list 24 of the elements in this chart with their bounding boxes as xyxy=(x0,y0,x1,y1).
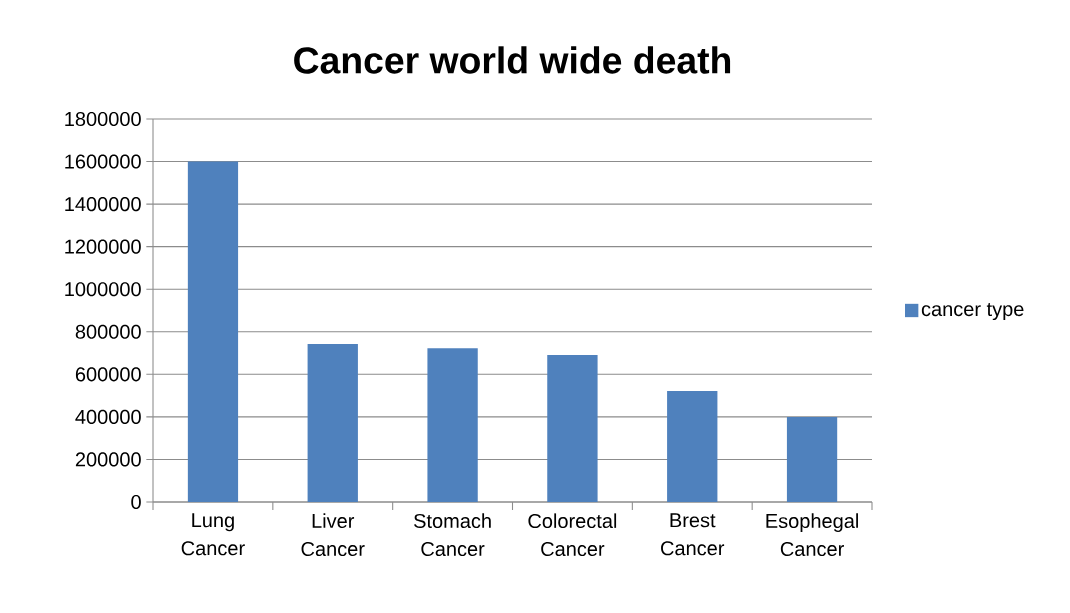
y-tick-label: 1800000 xyxy=(65,111,141,127)
bar xyxy=(427,348,478,502)
bar xyxy=(187,161,239,502)
chart-title: Cancer world wide death xyxy=(294,46,731,74)
y-tick-label: 200000 xyxy=(75,452,141,467)
y-tick-label: 600000 xyxy=(75,367,141,382)
y-tick-label: 800000 xyxy=(75,324,141,339)
legend-label: cancer type xyxy=(921,303,1024,321)
bar xyxy=(307,344,358,502)
y-tick-label: 1000000 xyxy=(65,282,141,297)
y-tick-label: 400000 xyxy=(75,409,141,424)
x-tick-label: Stomach Cancer xyxy=(414,513,491,557)
bar xyxy=(786,416,838,502)
bar xyxy=(547,354,598,502)
x-tick-label: Liver Cancer xyxy=(301,513,365,557)
x-tick-label: Colorectal Cancer xyxy=(528,513,617,557)
y-tick-label: 0 xyxy=(131,494,141,510)
x-tick-label: Brest Cancer xyxy=(661,513,725,556)
x-tick-label: Lung Cancer xyxy=(181,513,245,556)
y-tick-label: 1400000 xyxy=(65,197,141,212)
x-tick-label: Esophegal Cancer xyxy=(766,513,858,557)
y-tick-label: 1600000 xyxy=(65,154,141,169)
bar xyxy=(667,390,718,502)
y-tick-label: 1200000 xyxy=(65,239,141,254)
